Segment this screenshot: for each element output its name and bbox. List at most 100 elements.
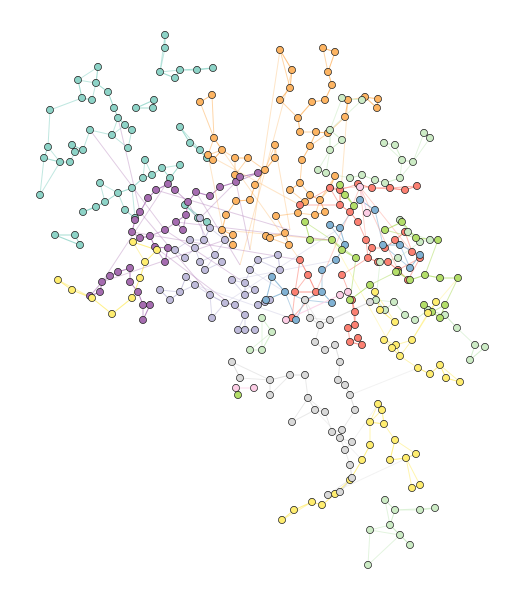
graph-node-lightgreen — [420, 129, 428, 137]
graph-node-lightgreen — [338, 136, 346, 144]
graph-edge — [111, 297, 133, 315]
graph-edge — [359, 186, 399, 271]
graph-node-teal — [56, 158, 64, 166]
graph-node-teal — [71, 231, 79, 239]
graph-edge — [131, 231, 301, 261]
graph-node-green — [412, 234, 420, 242]
graph-node-lavender — [206, 291, 214, 299]
graph-node-orange — [222, 211, 230, 219]
graph-node-orange — [272, 212, 280, 220]
graph-node-teal — [158, 164, 166, 172]
graph-edge — [194, 284, 297, 321]
graph-node-teal — [66, 158, 74, 166]
graph-node-lavender — [221, 236, 229, 244]
graph-node-red — [344, 324, 352, 332]
graph-node-yellow — [380, 336, 388, 344]
graph-node-green — [434, 236, 442, 244]
graph-edge — [359, 186, 413, 253]
graph-edge — [231, 259, 337, 281]
graph-node-lightgreen — [381, 496, 389, 504]
graph-node-lavender — [241, 291, 249, 299]
graph-node-teal — [156, 68, 164, 76]
graph-node-orange — [294, 114, 302, 122]
graph-node-lavender — [186, 236, 194, 244]
graph-edge — [207, 154, 226, 241]
graph-node-lightgreen — [409, 158, 417, 166]
graph-node-gray — [346, 391, 354, 399]
graph-edge — [444, 277, 459, 306]
graph-node-yellow — [68, 286, 76, 294]
graph-edge — [89, 129, 166, 231]
graph-edge — [187, 201, 216, 256]
graph-node-green — [234, 391, 242, 399]
graph-node-orange — [261, 166, 269, 174]
graph-node-gray — [348, 438, 356, 446]
graph-node-yellow — [386, 456, 394, 464]
graph-node-green — [420, 301, 428, 309]
graph-node-lavender — [191, 244, 199, 252]
graph-node-lightgreen — [326, 126, 334, 134]
graph-node-red — [386, 184, 394, 192]
graph-edge — [349, 367, 419, 396]
graph-node-purple — [98, 278, 106, 286]
graph-node-gray — [311, 338, 319, 346]
graph-node-blue — [268, 273, 276, 281]
graph-node-gray — [331, 341, 339, 349]
graph-node-gray — [321, 408, 329, 416]
graph-node-green — [341, 191, 349, 199]
graph-node-red — [368, 184, 376, 192]
graph-node-lightgreen — [338, 94, 346, 102]
graph-node-lavender — [254, 301, 262, 309]
graph-edge — [405, 457, 421, 486]
graph-edge — [331, 239, 393, 349]
graph-edge — [159, 47, 166, 73]
graph-node-green — [338, 246, 346, 254]
graph-node-gray — [341, 446, 349, 454]
graph-node-green — [421, 271, 429, 279]
graph-node-gray — [236, 374, 244, 382]
graph-edge — [154, 246, 246, 316]
graph-edge — [367, 529, 371, 566]
graph-node-purple — [139, 316, 147, 324]
graph-node-orange — [331, 48, 339, 56]
graph-node-gray — [301, 371, 309, 379]
graph-node-orange — [286, 84, 294, 92]
graph-node-gray — [366, 298, 374, 306]
graph-node-red — [354, 334, 362, 342]
graph-node-yellow — [54, 276, 62, 284]
graph-node-red — [358, 341, 366, 349]
graph-node-lightgreen — [366, 526, 374, 534]
graph-node-lightgreen — [258, 314, 266, 322]
graph-node-purple — [131, 216, 139, 224]
graph-node-purple — [114, 268, 122, 276]
graph-node-teal — [186, 139, 194, 147]
graph-node-orange — [321, 208, 329, 216]
graph-node-teal — [68, 141, 76, 149]
graph-node-red — [336, 201, 344, 209]
graph-edge — [294, 259, 301, 293]
graph-node-yellow — [290, 506, 298, 514]
graph-edge — [291, 409, 316, 423]
graph-edge — [207, 154, 301, 206]
graph-node-teal — [124, 144, 132, 152]
graph-node-lightgreen — [394, 254, 402, 262]
graph-node-lavender — [228, 276, 236, 284]
graph-node-orange — [276, 46, 284, 54]
graph-edge — [91, 297, 113, 315]
graph-node-purple — [172, 218, 180, 226]
graph-edge — [199, 101, 215, 139]
graph-edge — [257, 259, 281, 271]
graph-node-lavender — [156, 286, 164, 294]
graph-node-teal — [78, 94, 86, 102]
graph-edge — [439, 364, 461, 383]
graph-node-gray — [338, 426, 346, 434]
graph-node-orange — [231, 154, 239, 162]
graph-node-blue — [356, 196, 364, 204]
graph-node-lavender — [201, 266, 209, 274]
graph-node-teal — [128, 184, 136, 192]
graph-edge — [411, 312, 429, 341]
graph-node-orange — [244, 154, 252, 162]
graph-node-teal — [36, 191, 44, 199]
graph-node-teal — [79, 146, 87, 154]
graph-node-orange — [232, 197, 240, 205]
